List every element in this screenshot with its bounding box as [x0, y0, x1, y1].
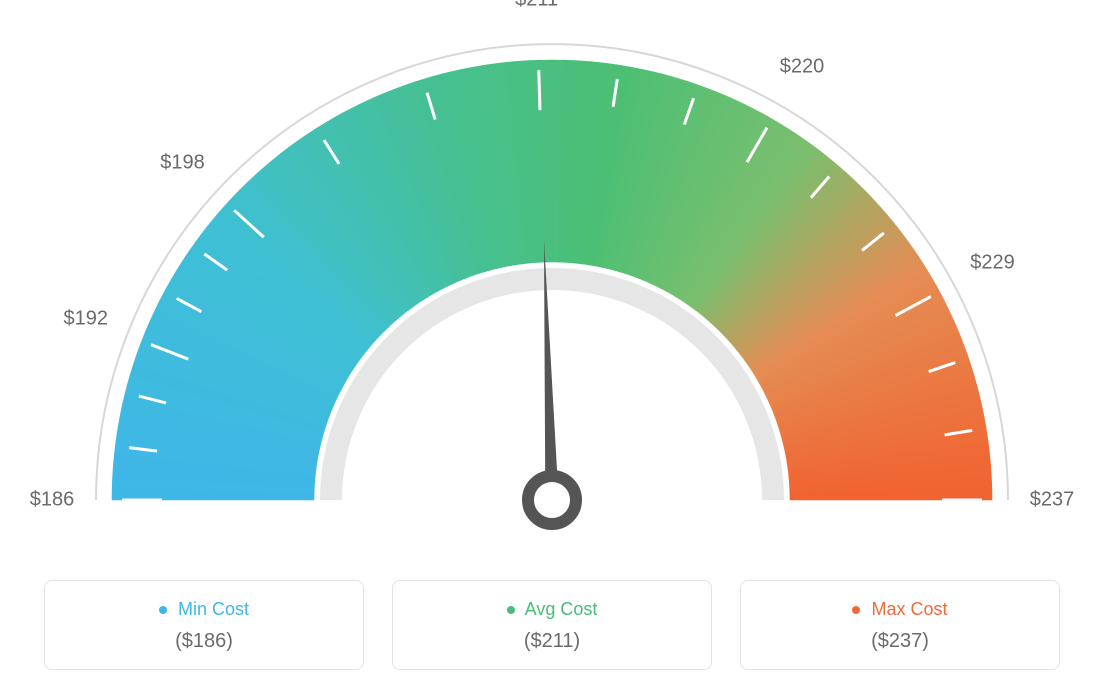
gauge-tick-label: $186	[30, 489, 75, 512]
legend-value-min: ($186)	[55, 630, 353, 653]
gauge-tick-label: $229	[970, 252, 1015, 275]
legend-label: Min Cost	[178, 599, 249, 619]
legend-card-avg: Avg Cost ($211)	[392, 580, 712, 670]
gauge-tick-label: $237	[1030, 489, 1075, 512]
gauge-svg	[0, 0, 1104, 560]
gauge-tick-label: $211	[515, 0, 558, 12]
dot-icon	[852, 606, 860, 614]
gauge-tick-label: $198	[160, 152, 205, 175]
legend-label: Max Cost	[871, 599, 947, 619]
legend-row: Min Cost ($186) Avg Cost ($211) Max Cost…	[0, 580, 1104, 670]
legend-title-avg: Avg Cost	[403, 599, 701, 620]
legend-card-max: Max Cost ($237)	[740, 580, 1060, 670]
legend-label: Avg Cost	[525, 599, 598, 619]
legend-title-max: Max Cost	[751, 599, 1049, 620]
legend-value-max: ($237)	[751, 630, 1049, 653]
legend-value-avg: ($211)	[403, 630, 701, 653]
gauge-tick-label: $220	[780, 55, 825, 78]
legend-title-min: Min Cost	[55, 599, 353, 620]
dot-icon	[507, 606, 515, 614]
cost-gauge: $186 $192 $198 $211 $220 $229 $237	[0, 0, 1104, 560]
legend-card-min: Min Cost ($186)	[44, 580, 364, 670]
dot-icon	[159, 606, 167, 614]
gauge-tick-label: $192	[64, 308, 109, 331]
